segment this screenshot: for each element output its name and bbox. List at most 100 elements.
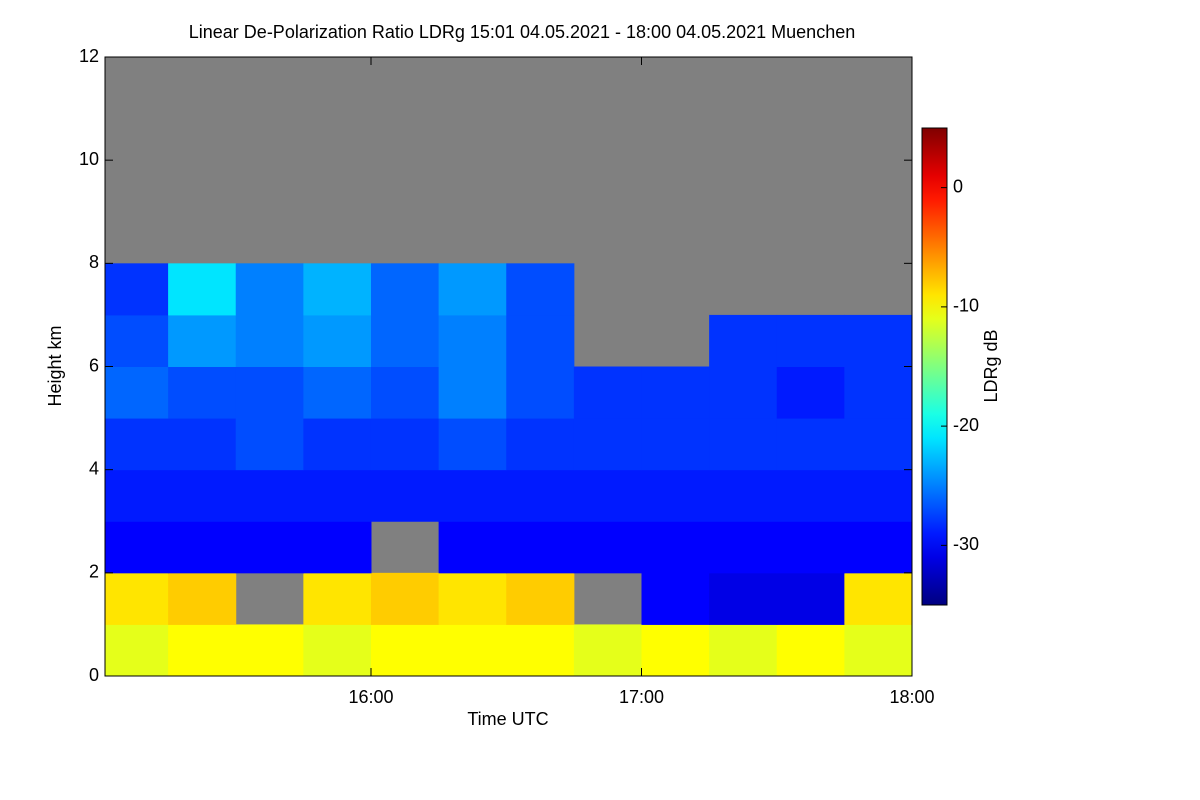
- heatmap-cell: [641, 624, 710, 677]
- y-tick-label: 0: [89, 665, 99, 685]
- heatmap-cell: [776, 521, 845, 574]
- colorbar-tick-label: -20: [953, 415, 979, 435]
- heatmap-cell: [506, 572, 575, 625]
- heatmap-cell: [105, 469, 169, 522]
- heatmap-cell: [438, 572, 507, 625]
- heatmap-cell: [105, 314, 169, 367]
- heatmap-cell: [709, 469, 778, 522]
- heatmap-cell: [709, 314, 778, 367]
- heatmap-cell: [438, 366, 507, 419]
- y-tick-label: 2: [89, 562, 99, 582]
- heatmap-cell: [506, 366, 575, 419]
- heatmap-cell: [506, 521, 575, 574]
- y-tick-label: 8: [89, 252, 99, 272]
- heatmap-cell: [370, 314, 440, 367]
- heatmap-cell: [506, 314, 575, 367]
- heatmap-cell: [235, 521, 304, 574]
- heatmap-cell: [506, 469, 575, 522]
- heatmap-cell: [168, 469, 237, 522]
- heatmap-cell: [844, 469, 913, 522]
- heatmap-cell: [370, 418, 440, 471]
- heatmap-cell: [168, 521, 237, 574]
- colorbar-tick-label: -30: [953, 534, 979, 554]
- colorbar-tick-label: -10: [953, 296, 979, 316]
- heatmap-cell: [168, 418, 237, 471]
- heatmap-cell: [844, 572, 913, 625]
- heatmap-cell: [235, 418, 304, 471]
- heatmap-cell: [235, 366, 304, 419]
- heatmap-cell: [370, 624, 440, 677]
- heatmap-cell: [641, 469, 710, 522]
- heatmap-cell: [844, 366, 913, 419]
- heatmap-cell: [370, 469, 440, 522]
- heatmap-cell: [438, 314, 507, 367]
- heatmap-cell: [573, 366, 642, 419]
- heatmap-cell: [303, 418, 372, 471]
- heatmap-cell: [438, 624, 507, 677]
- heatmap-cell: [303, 314, 372, 367]
- heatmap-cell: [776, 366, 845, 419]
- heatmap-cell: [370, 572, 440, 625]
- heatmap-cell: [709, 572, 778, 625]
- heatmap-cell: [303, 521, 372, 574]
- heatmap-cell: [573, 624, 642, 677]
- heatmap-cell: [573, 469, 642, 522]
- heatmap-cell: [573, 418, 642, 471]
- heatmap-cell: [235, 263, 304, 316]
- heatmap-cell: [776, 469, 845, 522]
- y-tick-label: 4: [89, 458, 99, 478]
- colorbar-tick-label: 0: [953, 176, 963, 196]
- heatmap-cell: [370, 263, 440, 316]
- heatmap-cell: [438, 469, 507, 522]
- heatmap-cell: [573, 521, 642, 574]
- heatmap-cell: [776, 314, 845, 367]
- heatmap-cell: [709, 418, 778, 471]
- heatmap-cell: [303, 572, 372, 625]
- heatmap-cell: [168, 366, 237, 419]
- heatmap-cell: [844, 314, 913, 367]
- heatmap-cell: [168, 572, 237, 625]
- heatmap-cell: [168, 263, 237, 316]
- heatmap-cell: [303, 263, 372, 316]
- heatmap-cell: [303, 469, 372, 522]
- heatmap-cell: [506, 624, 575, 677]
- heatmap-cell: [105, 521, 169, 574]
- heatmap-cell: [641, 521, 710, 574]
- heatmap-cell: [709, 521, 778, 574]
- heatmap-cell: [641, 366, 710, 419]
- heatmap-cell: [105, 624, 169, 677]
- heatmap-cell: [709, 366, 778, 419]
- heatmap-cell: [438, 521, 507, 574]
- y-tick-label: 6: [89, 355, 99, 375]
- heatmap-cell: [506, 418, 575, 471]
- heatmap-cell: [105, 572, 169, 625]
- y-axis-label: Height km: [45, 325, 65, 406]
- heatmap-cell: [235, 624, 304, 677]
- heatmap-cell: [235, 314, 304, 367]
- heatmap-cell: [506, 263, 575, 316]
- heatmap-cell: [438, 418, 507, 471]
- heatmap-cell: [844, 624, 913, 677]
- heatmap-cell: [105, 366, 169, 419]
- heatmap-cell: [370, 366, 440, 419]
- colorbar-label: LDRg dB: [981, 329, 1001, 402]
- x-tick-label: 16:00: [348, 687, 393, 707]
- heatmap-cell: [303, 624, 372, 677]
- heatmap-cell: [641, 418, 710, 471]
- heatmap-cell: [709, 624, 778, 677]
- heatmap-cell: [105, 263, 169, 316]
- heatmap-cell: [776, 572, 845, 625]
- heatmap-cell: [641, 572, 710, 625]
- y-tick-label: 10: [79, 149, 99, 169]
- heatmap-cell: [776, 624, 845, 677]
- heatmap-cell: [235, 469, 304, 522]
- x-axis-label: Time UTC: [467, 709, 548, 729]
- chart-title: Linear De-Polarization Ratio LDRg 15:01 …: [189, 22, 855, 42]
- heatmap-cell: [844, 521, 913, 574]
- heatmap-cell: [105, 418, 169, 471]
- heatmap-cell: [303, 366, 372, 419]
- heatmap-cell: [168, 314, 237, 367]
- heatmap-cell: [776, 418, 845, 471]
- x-tick-label: 17:00: [619, 687, 664, 707]
